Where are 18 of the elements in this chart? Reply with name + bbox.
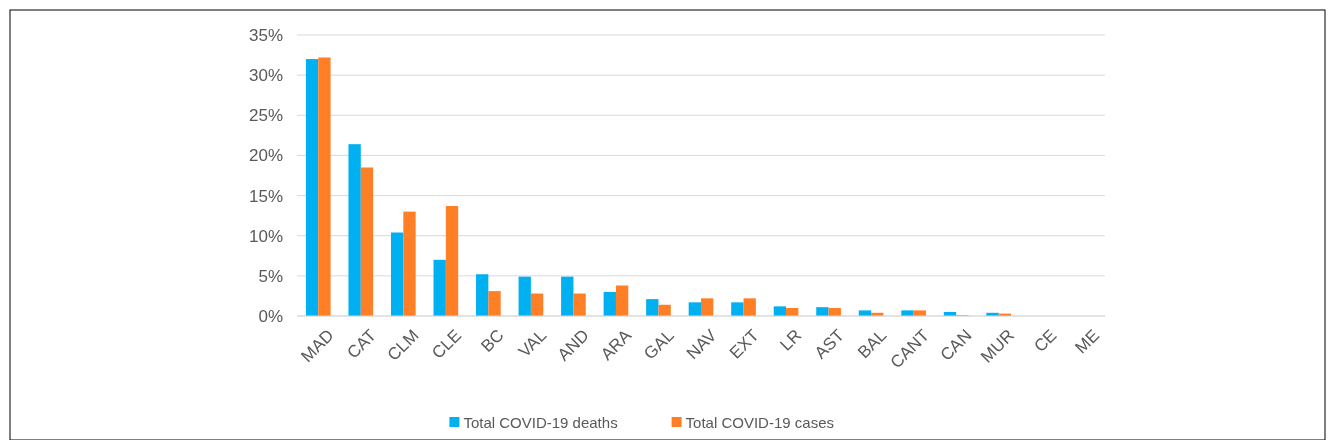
y-tick-label: 30% bbox=[248, 66, 283, 86]
y-tick-label: 0% bbox=[258, 306, 283, 326]
y-tick-label: 15% bbox=[248, 186, 283, 206]
x-tick-label: CLE bbox=[428, 325, 466, 363]
x-tick-label: CE bbox=[1030, 325, 1061, 356]
x-tick-label: BC bbox=[477, 325, 508, 356]
legend-label: Total COVID-19 deaths bbox=[463, 414, 618, 432]
x-tick-label: BAL bbox=[854, 325, 891, 362]
y-tick-label: 20% bbox=[248, 146, 283, 166]
y-tick-label: 5% bbox=[258, 266, 283, 286]
x-tick-label: LR bbox=[776, 325, 806, 355]
legend-label: Total COVID-19 cases bbox=[685, 414, 834, 432]
y-tick-label: 35% bbox=[248, 25, 283, 45]
y-tick-label: 25% bbox=[248, 106, 283, 126]
x-tick-label: ME bbox=[1071, 325, 1103, 358]
x-tick-label: GAL bbox=[640, 325, 678, 364]
x-tick-label: VAL bbox=[514, 325, 551, 362]
y-tick-label: 10% bbox=[248, 226, 283, 246]
